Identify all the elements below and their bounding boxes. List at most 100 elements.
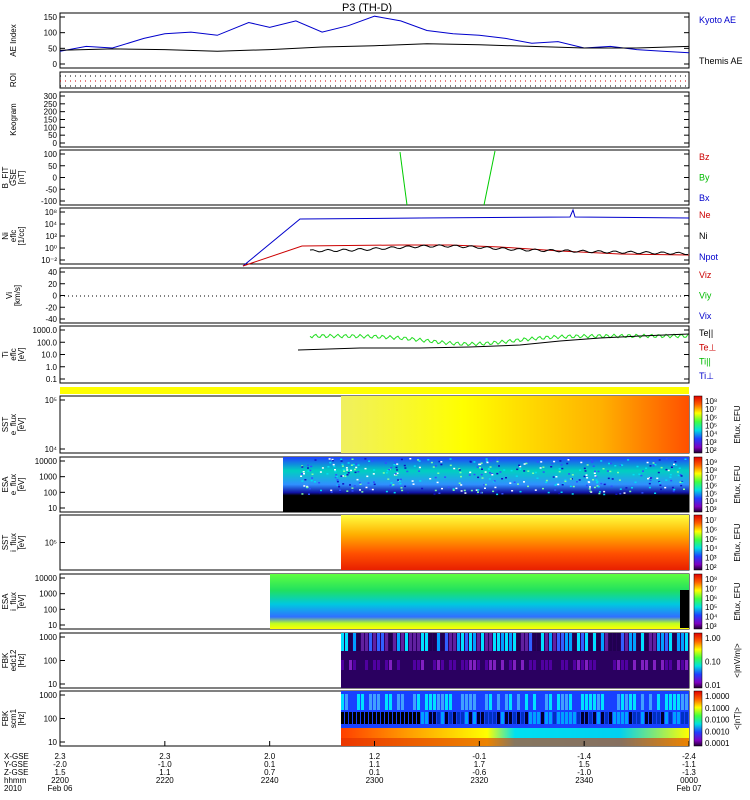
ytick-label: 10: [48, 504, 57, 513]
ytick-label: 100: [44, 123, 58, 132]
ytick-label: 20: [48, 280, 57, 289]
xaxis-tick-label: Feb 07: [677, 784, 702, 793]
colorbar-label: Eflux, EFU: [733, 523, 742, 561]
xaxis-tick-label: 2320: [470, 776, 488, 785]
legend-npot: Npot: [699, 252, 719, 262]
colorbar-tick: 10³: [705, 505, 717, 514]
ytick-label: 10000: [35, 457, 58, 466]
ytick-label: 100.0: [37, 338, 58, 347]
npot-line: [242, 208, 690, 267]
ylabel-fbk2: FBK: [1, 710, 10, 726]
xaxis-row-label: Y-GSE: [4, 760, 28, 769]
colorbar-tick: 10⁶: [705, 525, 717, 534]
ni-line: [309, 244, 688, 255]
legend-te: Te⊥: [699, 342, 717, 352]
xaxis-tick-label: -1.0: [158, 760, 172, 769]
legend-viy: Viy: [699, 291, 712, 301]
ytick-label: 10⁻²: [41, 256, 57, 265]
ytick-label: 100: [44, 657, 58, 666]
xaxis-tick-label: 0000: [680, 776, 698, 785]
ytick-label: 1000: [39, 473, 57, 482]
ytick-label: 1000: [39, 633, 57, 642]
ytick-label: 1.0: [46, 363, 58, 372]
colorbar-label: Eflux, EFU: [733, 405, 742, 443]
xaxis-row-label: 2010: [4, 784, 22, 793]
xaxis-tick-label: 2.3: [54, 752, 66, 761]
legend-bz: Bz: [699, 152, 710, 162]
x-axis: X-GSEY-GSEZ-GSEhhmm20102.3-2.01.52200Feb…: [4, 741, 702, 793]
xaxis-row-label: Z-GSE: [4, 768, 28, 777]
ylabel-roi: ROI: [9, 73, 18, 87]
ytick-label: -50: [45, 185, 57, 194]
colorbar-tick: 0.10: [705, 658, 721, 667]
ytick-label: 10: [48, 738, 57, 747]
ytick-label: -100: [41, 197, 58, 206]
ytick-label: 10⁰: [45, 244, 57, 253]
ylabel-sst_i: SST: [1, 535, 10, 551]
colorbar-tick: 10⁸: [705, 466, 717, 475]
xaxis-tick-label: 2300: [366, 776, 384, 785]
ylabel-sst_e: e_flux: [9, 414, 18, 435]
legend-kyotoae: Kyoto AE: [699, 15, 736, 25]
ylabel-sst_e: SST: [1, 417, 10, 433]
ylabel-ni: [1/cc]: [17, 226, 26, 245]
ytick-label: 100: [44, 605, 58, 614]
colorbar-tick: 0.0001: [705, 739, 730, 748]
ylabel-esa_e: [eV]: [17, 477, 26, 491]
xaxis-tick-label: -1.4: [577, 752, 591, 761]
ylabel-esa_e: ESA: [1, 476, 10, 493]
colorbar-fbk2: 1.0000 0.1000 0.0100 0.0010 0.0001<|nT|>: [693, 690, 742, 748]
colorbar-tick: 10⁴: [705, 497, 718, 506]
panel-ti: Ti eflc [eV] 1000.0 100.0 10.0 1.0 0.1 Te|| Te⊥ Ti…: [1, 325, 717, 384]
xaxis-tick-label: 2.0: [264, 752, 276, 761]
xaxis-tick-label: 2200: [51, 776, 69, 785]
ytick-label: -20: [45, 303, 57, 312]
ytick-label: 10⁵: [45, 539, 57, 548]
xaxis-tick-label: -1.0: [577, 768, 591, 777]
colorbar-tick: 10⁵: [705, 603, 717, 612]
colorbar-tick: 10³: [705, 554, 717, 563]
ylabel-fbk1: edc12: [9, 649, 18, 671]
colorbar-tick: 10⁷: [705, 516, 717, 525]
ylabel-ti: eflc: [9, 348, 18, 360]
legend-themisae: Themis AE: [699, 56, 743, 66]
legend-viz: Viz: [699, 270, 712, 280]
xaxis-tick-label: 1.1: [369, 760, 381, 769]
xaxis-tick-label: 1.1: [159, 768, 171, 777]
xaxis-tick-label: 0.1: [369, 768, 381, 777]
xaxis-tick-label: -2.4: [682, 752, 696, 761]
ytick-label: 10⁵: [45, 396, 57, 405]
ytick-label: 10⁴: [45, 220, 58, 229]
xaxis-tick-label: Feb 06: [48, 784, 73, 793]
ylabel-vi: Vi: [5, 292, 14, 299]
colorbar-tick: 10⁵: [705, 535, 717, 544]
xaxis-tick-label: 0.7: [264, 768, 276, 777]
colorbar-tick: 1.00: [705, 634, 721, 643]
panel-bfit: B_FIT GSE [nT] 100 50 0 -50 -100 Bz By Bx: [1, 149, 710, 206]
ylabel-esa_i: ESA: [1, 593, 10, 610]
ytick-label: -40: [45, 315, 57, 324]
colorbar-tick: 10⁶: [705, 413, 717, 422]
ytick-label: 100: [44, 488, 58, 497]
esa-ion-spectrogram: [270, 574, 689, 629]
line-plots-group: [59, 15, 690, 351]
ytick-label: 1000: [39, 590, 57, 599]
ytick-label: 10000: [35, 574, 58, 583]
ytick-label: 100: [44, 29, 58, 38]
legend-ti: Ti⊥: [699, 371, 714, 381]
legend-by: By: [699, 173, 710, 183]
xaxis-tick-label: 1.7: [474, 760, 486, 769]
colorbar-tick: 10⁸: [705, 575, 717, 584]
xaxis-tick-label: -1.1: [682, 760, 696, 769]
ytick-label: 150: [44, 116, 58, 125]
xaxis-tick-label: 1.2: [369, 752, 381, 761]
legend-ti: Ti||: [699, 357, 711, 367]
colorbar-tick: 0.1000: [705, 704, 730, 713]
colorbar-label: Eflux, EFU: [733, 465, 742, 503]
fbk-edc12-spectrogram: [341, 633, 689, 688]
